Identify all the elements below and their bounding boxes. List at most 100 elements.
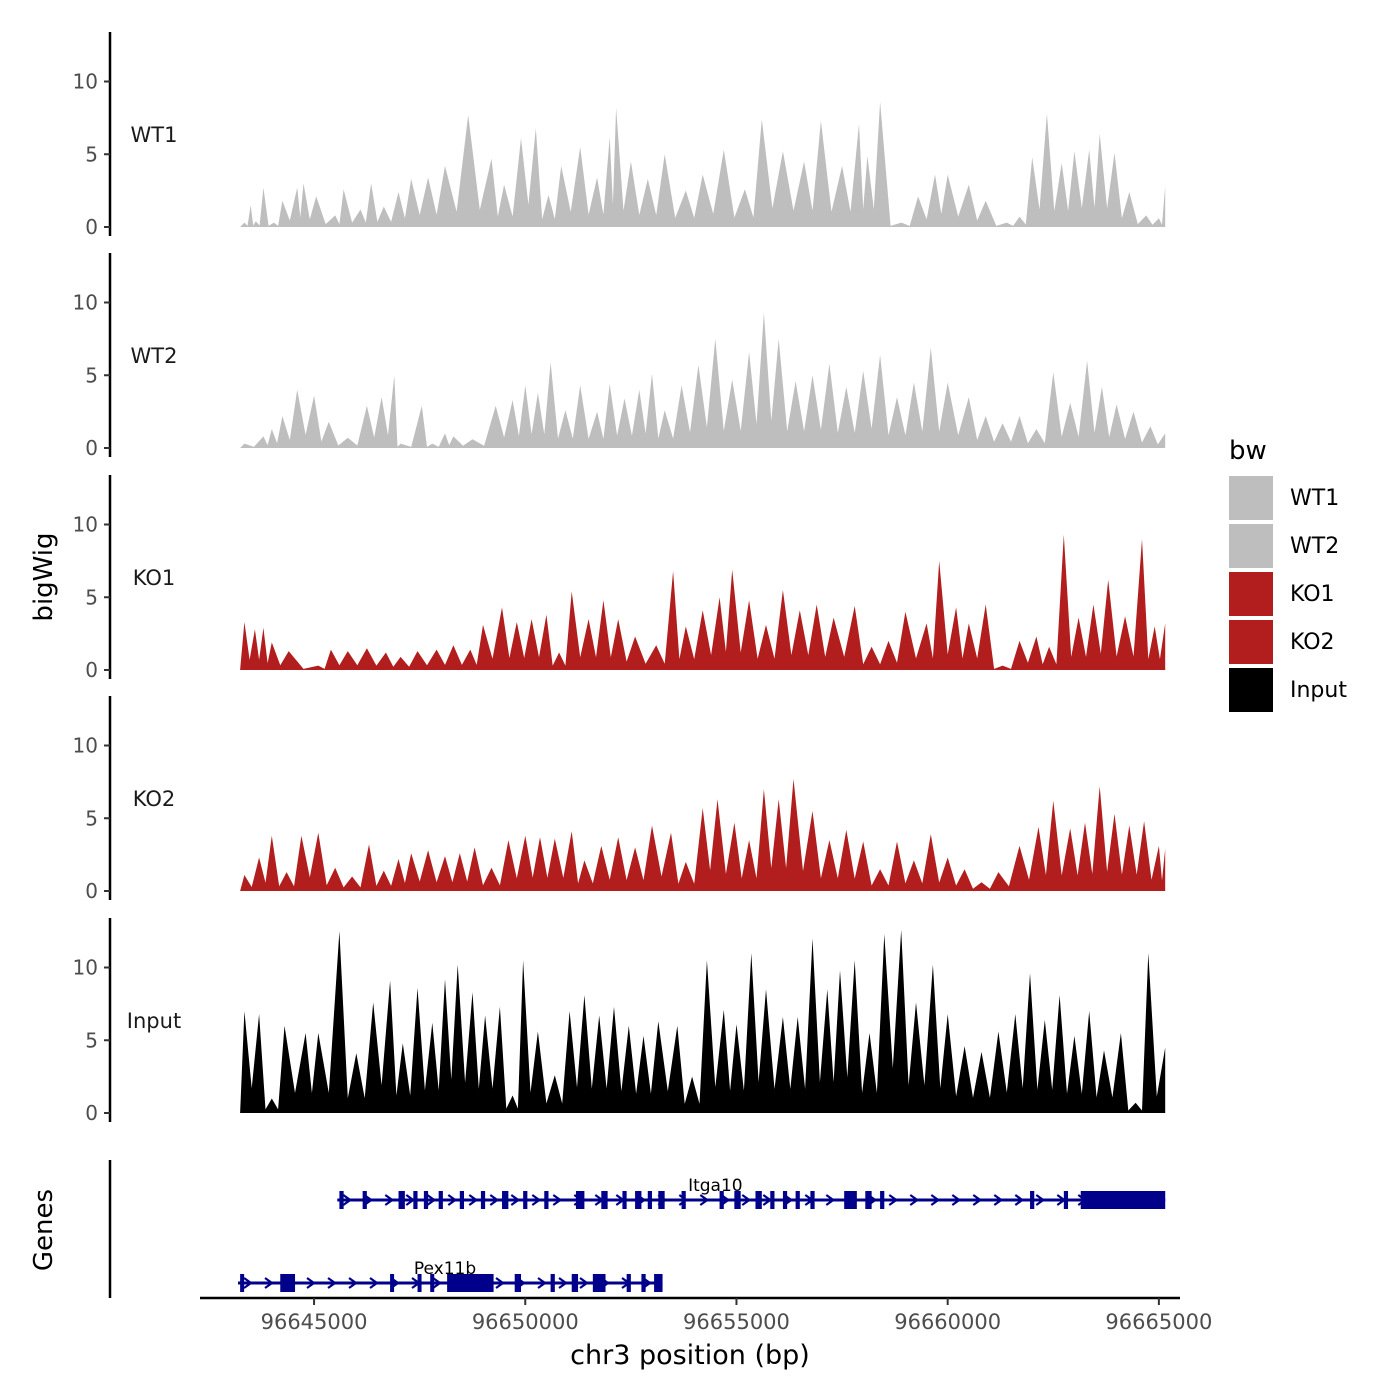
strand-chevron <box>930 1194 941 1206</box>
track-label: KO2 <box>133 787 176 811</box>
strand-chevron <box>264 1277 274 1289</box>
track-label: Input <box>127 1009 181 1033</box>
track-label: KO1 <box>133 566 176 590</box>
exon <box>447 1274 494 1292</box>
track-ko1: 0 5 10 KO1 <box>73 475 1166 682</box>
exon <box>782 1191 788 1209</box>
track-input: 0 5 10 Input <box>73 918 1166 1125</box>
x-axis-title: chr3 position (bp) <box>570 1340 810 1371</box>
exon <box>398 1191 405 1209</box>
y-tick-label: 5 <box>85 806 98 830</box>
legend-swatch <box>1229 668 1273 712</box>
track-wt2: 0 5 10 WT2 <box>73 253 1166 460</box>
gene-label: Itga10 <box>688 1176 743 1196</box>
strand-chevron <box>447 1194 458 1206</box>
strand-chevron <box>579 1277 589 1289</box>
coverage-area-wt2 <box>240 312 1166 448</box>
legend-label: Input <box>1290 677 1347 703</box>
exon <box>865 1191 872 1209</box>
coverage-area-wt1 <box>240 101 1166 227</box>
exon <box>423 1191 429 1209</box>
exon <box>592 1274 606 1292</box>
exon <box>480 1191 486 1209</box>
legend-item-ko2: KO2 <box>1229 618 1389 666</box>
exon <box>719 1191 724 1209</box>
strand-chevron <box>468 1194 479 1206</box>
y-tick-label: 10 <box>73 70 98 94</box>
exon <box>280 1274 296 1292</box>
exon <box>523 1191 528 1209</box>
y-tick-label: 0 <box>85 436 98 460</box>
exon <box>810 1191 815 1209</box>
strand-chevron <box>558 1277 568 1289</box>
strand-chevron <box>951 1194 962 1206</box>
exon <box>438 1191 443 1209</box>
strand-chevron <box>699 1194 710 1206</box>
y-tick-label: 5 <box>85 585 98 609</box>
exon <box>430 1274 435 1292</box>
exon <box>626 1274 631 1292</box>
y-tick-label: 5 <box>85 363 98 387</box>
exon <box>550 1274 555 1292</box>
exon <box>755 1191 762 1209</box>
x-tick-label: 96650000 <box>472 1310 579 1334</box>
genes-panel-title: Genes <box>29 1189 59 1271</box>
exon <box>240 1274 245 1292</box>
exon <box>880 1191 885 1209</box>
strand-chevron <box>432 1277 442 1289</box>
legend-item-wt1: WT1 <box>1229 474 1389 522</box>
exon <box>770 1191 775 1209</box>
strand-chevron <box>741 1194 752 1206</box>
strand-chevron <box>426 1194 437 1206</box>
exon <box>417 1274 422 1292</box>
exon <box>622 1191 627 1209</box>
exon <box>339 1191 344 1209</box>
exon <box>844 1191 857 1209</box>
gene-label: Pex11b <box>414 1259 476 1279</box>
legend-label: WT2 <box>1290 533 1340 559</box>
strand-chevron <box>1014 1194 1025 1206</box>
strand-chevron <box>243 1277 253 1289</box>
strand-chevron <box>495 1277 505 1289</box>
legend-title: bw <box>1229 436 1267 466</box>
exon <box>362 1191 367 1209</box>
legend: bw WT1 WT2 KO1 KO2 Input <box>1229 432 1389 714</box>
exon <box>635 1191 642 1209</box>
strand-chevron <box>531 1194 542 1206</box>
strand-chevron <box>348 1277 358 1289</box>
strand-chevron <box>552 1194 563 1206</box>
legend-item-ko1: KO1 <box>1229 570 1389 618</box>
y-tick-label: 10 <box>73 291 98 315</box>
legend-swatch <box>1229 524 1273 568</box>
track-wt1: 0 5 10 WT1 <box>73 32 1166 239</box>
y-tick-label: 5 <box>85 1028 98 1052</box>
strand-chevron <box>327 1277 337 1289</box>
y-tick-label: 0 <box>85 879 98 903</box>
exon <box>502 1191 509 1209</box>
y-axis-title: bigWig <box>29 532 59 621</box>
legend-label: WT1 <box>1290 485 1340 511</box>
legend-item-wt2: WT2 <box>1229 522 1389 570</box>
y-tick-label: 0 <box>85 1101 98 1125</box>
coverage-area-ko2 <box>240 779 1166 891</box>
strand-chevron <box>1035 1194 1046 1206</box>
y-tick-label: 0 <box>85 215 98 239</box>
exon <box>654 1274 663 1292</box>
x-tick-label: 96665000 <box>1105 1310 1212 1334</box>
x-tick-label: 96660000 <box>894 1310 1001 1334</box>
exon <box>734 1191 741 1209</box>
legend-swatch <box>1229 476 1273 520</box>
strand-chevron <box>909 1194 920 1206</box>
exon <box>1063 1191 1069 1209</box>
track-label: WT1 <box>131 123 178 147</box>
exon <box>459 1191 465 1209</box>
legend-label: KO1 <box>1290 581 1335 607</box>
exon <box>575 1191 585 1209</box>
strand-chevron <box>342 1194 353 1206</box>
strand-chevron <box>369 1277 379 1289</box>
track-ko2: 0 5 10 KO2 <box>73 696 1166 903</box>
strand-chevron <box>384 1194 395 1206</box>
strand-chevron <box>306 1277 316 1289</box>
exon <box>544 1191 549 1209</box>
